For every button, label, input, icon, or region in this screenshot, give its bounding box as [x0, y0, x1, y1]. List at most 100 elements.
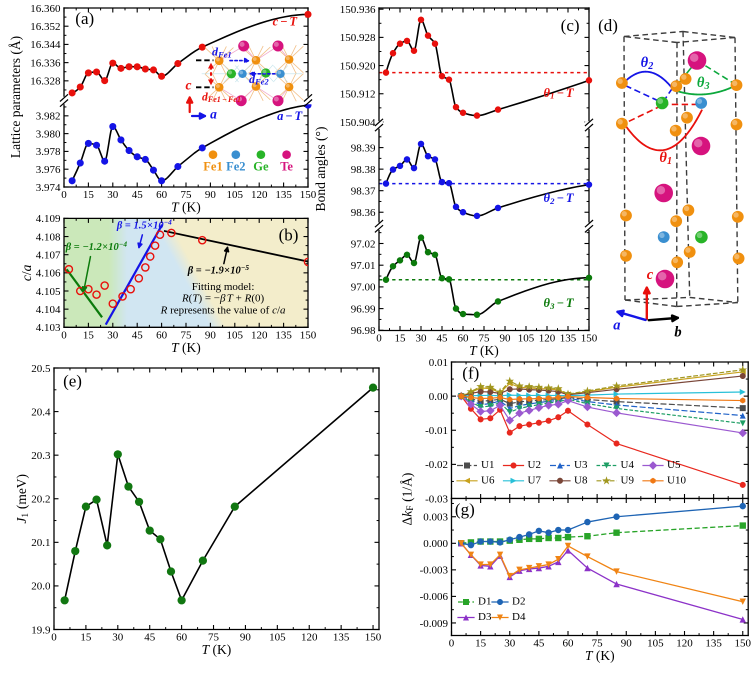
svg-text:θ − T 1: θ − T 1 — [543, 84, 577, 101]
svg-text:120: 120 — [676, 638, 693, 650]
svg-text:T ( K: T ( K ) — [171, 339, 201, 356]
svg-text:19.9: 19.9 — [31, 624, 51, 636]
svg-text:75: 75 — [592, 638, 604, 650]
svg-text:a − T: a − T — [277, 107, 303, 124]
svg-text:Fitting model:: Fitting model: — [192, 281, 255, 293]
svg-text:a: a — [613, 318, 620, 334]
svg-text:4.106: 4.106 — [36, 268, 61, 280]
svg-text:R T β T: R T β T R ( ) = − + ( 0 ) — [181, 289, 265, 306]
svg-text:U5: U5 — [667, 459, 681, 471]
svg-text:45: 45 — [132, 329, 144, 341]
svg-text:150: 150 — [735, 638, 752, 650]
svg-text:U3: U3 — [574, 459, 588, 471]
svg-text:30: 30 — [416, 333, 428, 345]
svg-text:0: 0 — [376, 333, 382, 345]
svg-text:98.36: 98.36 — [351, 207, 376, 219]
svg-text:0.01: 0.01 — [429, 357, 448, 369]
svg-text:-0.03: -0.03 — [425, 493, 448, 505]
svg-text:60: 60 — [156, 189, 168, 201]
svg-text:120: 120 — [301, 632, 318, 644]
svg-text:75: 75 — [181, 189, 193, 201]
svg-text:c − T: c − T — [273, 12, 299, 29]
svg-text:120: 120 — [251, 329, 268, 341]
svg-text:150.904: 150.904 — [340, 117, 376, 129]
svg-text:c: c — [647, 267, 654, 283]
svg-text:135: 135 — [560, 333, 577, 345]
svg-text:T ( K: T ( K ) — [469, 342, 499, 359]
svg-text:β 1 . 5: β 1 . 5 × 1 0 = − 4 — [116, 212, 172, 233]
svg-text:-0.01: -0.01 — [425, 425, 448, 437]
svg-text:0: 0 — [61, 329, 67, 341]
svg-text:16.360: 16.360 — [30, 3, 61, 15]
svg-text:45: 45 — [533, 638, 545, 650]
svg-text:0.00: 0.00 — [429, 391, 449, 403]
svg-text:45: 45 — [132, 189, 144, 201]
svg-text:b: b — [674, 325, 681, 341]
svg-text:20.4: 20.4 — [31, 406, 51, 418]
svg-text:20.1: 20.1 — [31, 537, 50, 549]
svg-text:20.5: 20.5 — [31, 363, 51, 375]
svg-text:20.0: 20.0 — [31, 581, 51, 593]
svg-text:R c a: R c a r e p r e s e n t s t h e v a l u … — [160, 300, 290, 317]
svg-text:Fe1: Fe1 — [203, 160, 222, 174]
svg-text:0: 0 — [61, 189, 67, 201]
svg-text:90: 90 — [621, 638, 633, 650]
svg-text:c a /: c a / — [18, 261, 35, 281]
svg-text:20.2: 20.2 — [31, 494, 50, 506]
svg-text:75: 75 — [208, 632, 220, 644]
svg-text:97.01: 97.01 — [351, 260, 376, 272]
svg-text:98.39: 98.39 — [351, 142, 376, 154]
svg-text:120: 120 — [539, 333, 556, 345]
svg-text:D3: D3 — [478, 611, 492, 623]
svg-text:(c): (c) — [561, 16, 580, 35]
svg-text:90: 90 — [240, 632, 252, 644]
svg-text:(f): (f) — [462, 363, 479, 382]
svg-text:c: c — [185, 77, 191, 92]
svg-text:-0.003: -0.003 — [420, 565, 449, 577]
svg-text:45: 45 — [144, 632, 156, 644]
svg-text:U2: U2 — [528, 459, 541, 471]
svg-text:4.104: 4.104 — [36, 304, 61, 316]
svg-text:3.980: 3.980 — [36, 128, 61, 140]
svg-text:θ 3: θ 3 — [697, 74, 710, 92]
svg-text:θ − T 2: θ − T 2 — [543, 189, 577, 206]
svg-text:105: 105 — [269, 632, 286, 644]
svg-text:3.974: 3.974 — [36, 182, 61, 194]
svg-text:3.982: 3.982 — [36, 111, 61, 123]
svg-text:(a): (a) — [75, 9, 94, 28]
svg-text:d F e 2: d F e 2 — [249, 70, 269, 89]
svg-text:60: 60 — [156, 329, 168, 341]
svg-text:U7: U7 — [528, 474, 542, 486]
svg-text:4.108: 4.108 — [36, 231, 61, 243]
svg-text:(b): (b) — [279, 226, 299, 245]
svg-text:150.920: 150.920 — [340, 60, 376, 72]
svg-text:150.936: 150.936 — [340, 4, 376, 16]
svg-text:Ge: Ge — [253, 160, 269, 174]
svg-text:d F e 1: d F e 1 — [212, 43, 232, 62]
svg-text:98.37: 98.37 — [351, 186, 376, 198]
svg-text:(e): (e) — [63, 371, 82, 390]
svg-text:U4: U4 — [621, 459, 635, 471]
svg-text:90: 90 — [205, 189, 217, 201]
svg-text:135: 135 — [275, 189, 292, 201]
svg-text:3.976: 3.976 — [36, 164, 61, 176]
svg-text:0.003: 0.003 — [423, 512, 448, 524]
svg-text:16.344: 16.344 — [30, 39, 61, 51]
svg-text:30: 30 — [107, 329, 119, 341]
svg-text:T ( K: T ( K ) — [202, 641, 232, 658]
svg-text:Fe2: Fe2 — [226, 160, 245, 174]
svg-text:U9: U9 — [621, 474, 635, 486]
svg-text:4.103: 4.103 — [36, 322, 61, 334]
svg-text:30: 30 — [107, 189, 119, 201]
svg-text:θ − T 3: θ − T 3 — [543, 294, 577, 311]
svg-text:16.328: 16.328 — [30, 76, 61, 88]
svg-text:105: 105 — [518, 333, 535, 345]
svg-text:135: 135 — [705, 638, 722, 650]
svg-text:20.3: 20.3 — [31, 450, 51, 462]
svg-text:β − 1 .: β − 1 . 9 × 1 0 = − 5 — [187, 257, 250, 278]
svg-text:60: 60 — [458, 333, 470, 345]
svg-text:150.912: 150.912 — [340, 89, 376, 101]
svg-text:15: 15 — [475, 638, 487, 650]
svg-text:a: a — [210, 106, 217, 121]
svg-text:150: 150 — [300, 189, 317, 201]
